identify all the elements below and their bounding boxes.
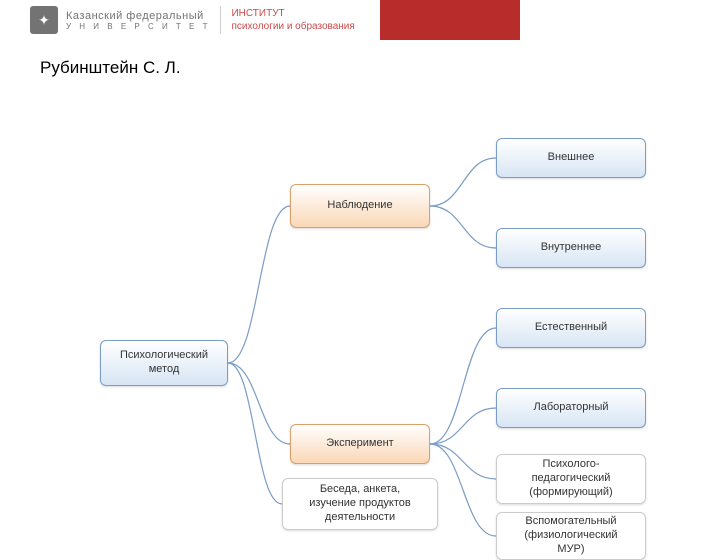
node-exp: Эксперимент — [290, 424, 430, 464]
node-lab: Лабораторный — [496, 388, 646, 428]
diagram-area: Психологический метод Наблюдение Экспериме… — [0, 78, 720, 538]
institute-line2: психологии и образования — [231, 20, 354, 33]
edge-obs-int — [430, 206, 496, 248]
edge-root-aux — [228, 363, 282, 504]
red-bar — [380, 0, 520, 40]
node-int: Внутреннее — [496, 228, 646, 268]
node-root: Психологический метод — [100, 340, 228, 386]
header-divider — [220, 6, 221, 34]
node-aux: Беседа, анкета, изучение продуктов деяте… — [282, 478, 438, 530]
university-line1: Казанский федеральный — [66, 10, 210, 22]
institute-name: ИНСТИТУТ психологии и образования — [231, 7, 354, 33]
edge-root-obs — [228, 206, 290, 363]
edge-exp-nat — [430, 328, 496, 444]
header: ✦ Казанский федеральный У Н И В Е Р С И … — [0, 0, 720, 40]
university-line2: У Н И В Е Р С И Т Е Т — [66, 22, 210, 31]
page-title: Рубинштейн С. Л. — [0, 40, 720, 78]
edge-exp-ped — [430, 444, 496, 479]
edge-exp-phy — [430, 444, 496, 536]
node-ped: Психолого- педагогический (формирующий) — [496, 454, 646, 504]
node-nat: Естественный — [496, 308, 646, 348]
edge-obs-ext — [430, 158, 496, 206]
logo-icon: ✦ — [30, 6, 58, 34]
node-phy: Вспомогательный (физиологический МУР) — [496, 512, 646, 560]
institute-line1: ИНСТИТУТ — [231, 7, 354, 20]
edge-exp-lab — [430, 408, 496, 444]
node-ext: Внешнее — [496, 138, 646, 178]
edge-root-exp — [228, 363, 290, 444]
university-name: Казанский федеральный У Н И В Е Р С И Т … — [66, 10, 210, 31]
node-obs: Наблюдение — [290, 184, 430, 228]
